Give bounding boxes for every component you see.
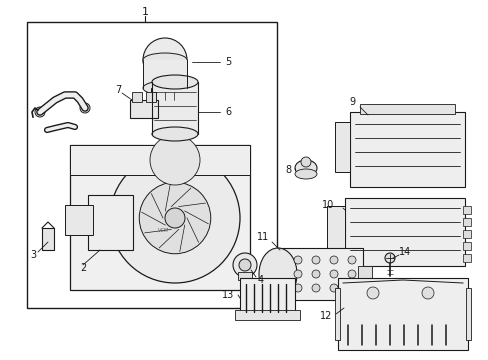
Text: VCM: VCM [158, 228, 169, 233]
Bar [359, 104, 454, 114]
Bar [334, 288, 339, 340]
Bar [65, 205, 93, 235]
Ellipse shape [152, 75, 198, 89]
Circle shape [329, 256, 337, 264]
Text: 14: 14 [398, 247, 410, 257]
Text: 8: 8 [285, 165, 290, 175]
Bar [357, 266, 371, 282]
Bar [130, 100, 158, 118]
Text: 6: 6 [224, 107, 231, 117]
Bar [238, 272, 251, 280]
Bar [132, 92, 142, 102]
Circle shape [301, 157, 310, 167]
Circle shape [384, 253, 394, 263]
Ellipse shape [294, 160, 316, 176]
Bar [326, 206, 345, 248]
Text: 2: 2 [80, 263, 86, 273]
Bar [349, 112, 464, 187]
Text: 3: 3 [30, 250, 36, 260]
Bar [240, 278, 294, 318]
Text: 1: 1 [141, 7, 148, 17]
Ellipse shape [142, 81, 186, 95]
Circle shape [232, 253, 257, 277]
Circle shape [110, 153, 240, 283]
Circle shape [35, 107, 45, 117]
Text: 10: 10 [321, 200, 333, 210]
Bar [27, 22, 276, 308]
Ellipse shape [152, 127, 198, 141]
Circle shape [293, 256, 302, 264]
Text: 11: 11 [256, 232, 268, 242]
Circle shape [239, 259, 250, 271]
Circle shape [142, 38, 186, 82]
Bar [70, 145, 249, 175]
Bar [42, 228, 54, 250]
Circle shape [329, 270, 337, 278]
Circle shape [347, 284, 355, 292]
Bar [235, 310, 299, 320]
Text: 7: 7 [115, 85, 121, 95]
Text: 5: 5 [224, 57, 231, 67]
Bar [70, 145, 249, 290]
Bar [151, 88, 179, 104]
Bar [465, 288, 470, 340]
Circle shape [164, 208, 184, 228]
Circle shape [139, 182, 210, 254]
Circle shape [311, 270, 319, 278]
Bar [278, 248, 362, 300]
Circle shape [311, 284, 319, 292]
Circle shape [329, 284, 337, 292]
Circle shape [80, 103, 90, 113]
Bar [152, 82, 198, 134]
Circle shape [366, 287, 378, 299]
Text: 4: 4 [257, 275, 264, 285]
Circle shape [311, 256, 319, 264]
Circle shape [150, 135, 200, 185]
Bar [88, 195, 133, 250]
Bar [462, 230, 470, 238]
Bar [345, 198, 464, 266]
Circle shape [293, 284, 302, 292]
Circle shape [347, 270, 355, 278]
Bar [462, 254, 470, 262]
Bar [337, 278, 467, 350]
Ellipse shape [142, 53, 186, 67]
Circle shape [347, 256, 355, 264]
Bar [146, 92, 156, 102]
Bar [142, 60, 186, 88]
Ellipse shape [259, 248, 296, 300]
Bar [462, 206, 470, 214]
Text: 13: 13 [222, 290, 234, 300]
Bar [462, 242, 470, 250]
Text: 12: 12 [319, 311, 331, 321]
Circle shape [421, 287, 433, 299]
Circle shape [293, 270, 302, 278]
Bar [334, 122, 349, 172]
Ellipse shape [294, 169, 316, 179]
Text: 9: 9 [348, 97, 354, 107]
Bar [462, 218, 470, 226]
